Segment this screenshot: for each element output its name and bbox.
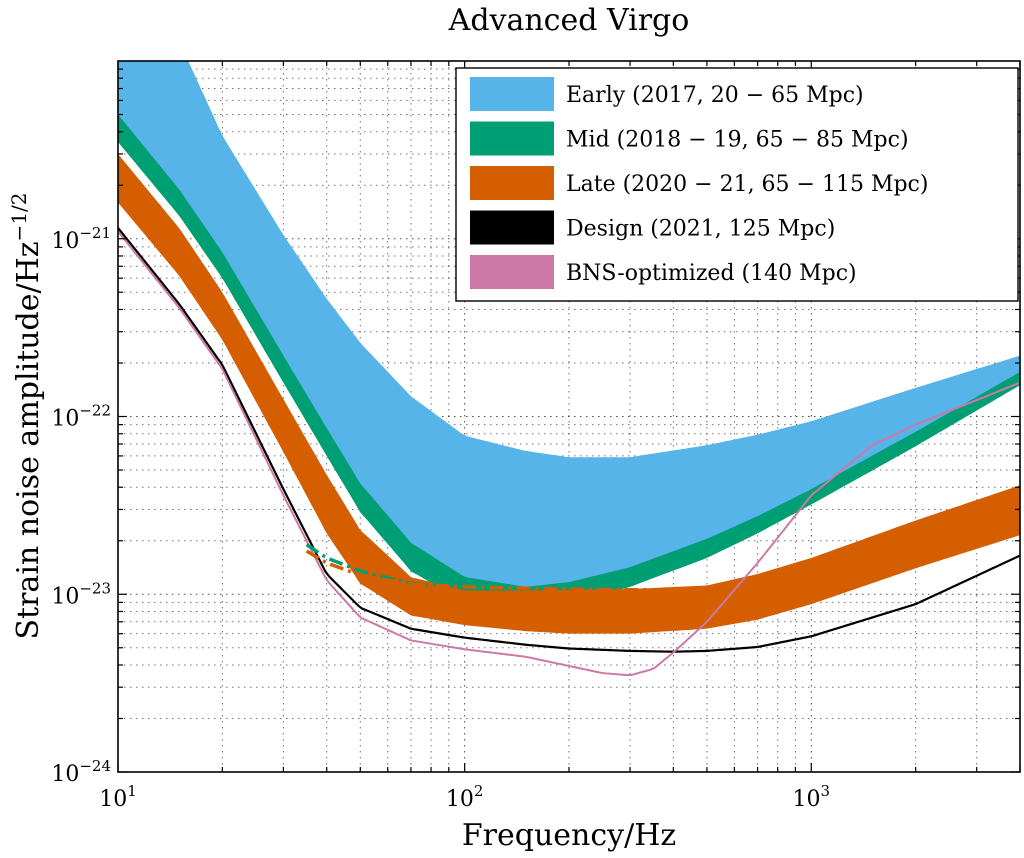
- legend-entry-early-2017-20-65-mpc-swatch: [470, 77, 554, 111]
- y-tick-label-exponent: −23: [79, 579, 111, 597]
- x-tick-label-base: 10: [446, 787, 474, 812]
- legend-entry-bns-optimized-140-mpc-label: BNS-optimized (140 Mpc): [566, 261, 857, 286]
- legend-entry-mid-2018-19-65-85-mpc-swatch: [470, 121, 554, 156]
- y-tick-label-exponent: −24: [79, 757, 111, 775]
- y-tick-label-base: 10: [51, 407, 79, 432]
- x-tick-label-exponent: 1: [127, 782, 137, 800]
- legend-entry-late-2020-21-65-115-mpc-swatch: [470, 166, 554, 200]
- legend-entry-mid-2018-19-65-85-mpc: Mid (2018 − 19, 65 − 85 Mpc): [470, 121, 909, 156]
- y-tick-label-base: 10: [51, 584, 79, 609]
- x-tick-label: 102: [446, 782, 484, 812]
- series-design-2021-125-mpc-line: [118, 227, 1020, 653]
- y-tick-label-exponent: −21: [79, 224, 111, 242]
- y-tick-label: 10−22: [51, 402, 111, 432]
- series-late-2020-21-65-115-mpc-band: [118, 153, 1020, 634]
- y-axis-label-text: Strain noise amplitude/Hz: [11, 241, 46, 639]
- legend-entry-late-2020-21-65-115-mpc-label: Late (2020 − 21, 65 − 115 Mpc): [566, 172, 928, 197]
- legend-entry-late-2020-21-65-115-mpc: Late (2020 − 21, 65 − 115 Mpc): [470, 166, 928, 200]
- y-tick-label: 10−23: [51, 579, 111, 609]
- x-tick-label-base: 10: [99, 787, 127, 812]
- legend-entry-mid-2018-19-65-85-mpc-label: Mid (2018 − 19, 65 − 85 Mpc): [566, 128, 909, 153]
- y-tick-label: 10−21: [51, 224, 111, 254]
- legend-entry-design-2021-125-mpc: Design (2021, 125 Mpc): [470, 210, 835, 245]
- y-axis-label: Strain noise amplitude/Hz−1/2: [7, 192, 46, 639]
- legend-entry-early-2017-20-65-mpc-label: Early (2017, 20 − 65 Mpc): [566, 83, 864, 108]
- y-axis-label-exponent: −1/2: [7, 192, 31, 241]
- x-tick-label: 103: [793, 782, 831, 812]
- svg-text:Strain noise amplitude/Hz−1/2: Strain noise amplitude/Hz−1/2: [7, 192, 46, 639]
- x-tick-label-exponent: 3: [821, 782, 831, 800]
- series-bns-optimized-140-mpc-line: [118, 230, 1020, 677]
- legend-entry-bns-optimized-140-mpc: BNS-optimized (140 Mpc): [470, 255, 857, 289]
- legend-entry-design-2021-125-mpc-swatch: [470, 210, 554, 245]
- y-tick-label-base: 10: [51, 229, 79, 254]
- y-tick-label-exponent: −22: [79, 402, 111, 420]
- x-axis-label: Frequency/Hz: [462, 818, 676, 853]
- series-layer: [118, 61, 1020, 677]
- chart-title: Advanced Virgo: [448, 3, 690, 38]
- x-tick-label-base: 10: [793, 787, 821, 812]
- legend-entry-bns-optimized-140-mpc-swatch: [470, 255, 554, 289]
- x-tick-label-exponent: 2: [474, 782, 484, 800]
- series-late-dashed-line: [305, 549, 674, 592]
- legend: Early (2017, 20 − 65 Mpc) Mid (2018 − 19,…: [455, 67, 1019, 302]
- y-tick-label-base: 10: [51, 762, 79, 787]
- legend-entry-early-2017-20-65-mpc: Early (2017, 20 − 65 Mpc): [470, 77, 864, 111]
- legend-entry-design-2021-125-mpc-label: Design (2021, 125 Mpc): [566, 217, 835, 242]
- y-tick-label: 10−24: [51, 757, 111, 787]
- x-tick-label: 101: [99, 782, 137, 812]
